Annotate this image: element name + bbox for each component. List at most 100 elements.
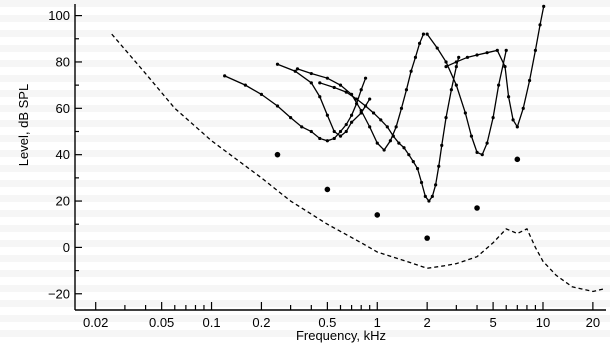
- data-point: [497, 83, 501, 87]
- x-tick-label: 0.1: [203, 315, 221, 330]
- x-tick-label: 10: [536, 315, 550, 330]
- data-point: [475, 53, 479, 57]
- data-point: [338, 129, 343, 134]
- series-group: [111, 4, 604, 293]
- data-point: [344, 129, 348, 134]
- tuning-curve: [224, 75, 367, 142]
- data-point: [293, 69, 297, 73]
- axes: [74, 4, 606, 311]
- data-point: [338, 134, 343, 138]
- data-point: [397, 141, 401, 145]
- data-point: [444, 60, 448, 64]
- data-point: [503, 64, 507, 69]
- tuning-curve: [319, 57, 460, 203]
- series-2: [223, 74, 368, 143]
- data-point: [385, 125, 389, 129]
- data-point: [434, 183, 438, 187]
- data-point: [363, 104, 368, 108]
- data-point: [363, 76, 368, 80]
- data-point: [300, 125, 304, 129]
- data-point: [371, 111, 376, 115]
- y-tick-label: 100: [48, 8, 70, 23]
- data-point: [495, 48, 499, 52]
- data-point: [379, 118, 383, 122]
- data-point: [444, 115, 448, 120]
- data-point: [368, 125, 372, 129]
- data-point: [332, 129, 336, 134]
- data-point: [515, 125, 519, 129]
- x-tick-label: 1: [374, 315, 381, 330]
- data-point: [404, 88, 409, 92]
- y-tick-label: 60: [56, 101, 70, 116]
- data-point: [309, 71, 313, 76]
- data-point: [411, 160, 415, 164]
- data-point: [325, 76, 329, 80]
- characteristic-point: [474, 205, 480, 211]
- data-point: [289, 115, 293, 120]
- data-point: [275, 62, 280, 66]
- data-point: [542, 4, 546, 8]
- data-point: [344, 122, 348, 127]
- threshold-curve: [111, 33, 604, 293]
- series-1: [111, 33, 604, 293]
- data-point: [423, 194, 427, 199]
- data-point: [485, 141, 489, 145]
- series-6: [425, 32, 508, 157]
- series-4: [295, 32, 426, 152]
- data-point: [344, 90, 348, 94]
- data-point: [388, 139, 392, 143]
- data-point: [318, 136, 322, 141]
- tuning-curve: [426, 33, 507, 156]
- y-axis-label: Level, dB SPL: [16, 84, 31, 166]
- tick-labels: −20 0 20 40 60 80 100 0.02 0.05 0.1 0.2 0.5 1 2 5 10 20: [48, 8, 600, 330]
- data-point: [243, 83, 247, 87]
- data-point: [391, 134, 395, 138]
- data-point: [413, 55, 418, 59]
- data-point: [491, 115, 495, 120]
- data-point: [402, 146, 406, 150]
- series-3: [275, 62, 372, 138]
- y-tick-label: 40: [56, 147, 70, 162]
- x-tick-label: 20: [586, 315, 600, 330]
- data-point: [359, 109, 363, 113]
- data-point: [325, 113, 329, 117]
- y-tick-label: 80: [56, 54, 70, 69]
- characteristic-point: [424, 235, 430, 241]
- data-point: [430, 194, 434, 199]
- data-point: [318, 81, 322, 85]
- data-point: [223, 74, 227, 78]
- data-point: [435, 46, 439, 50]
- data-point: [399, 106, 404, 110]
- y-tick-label: 20: [56, 194, 70, 209]
- data-point: [375, 141, 379, 145]
- data-point: [332, 136, 336, 141]
- data-point: [394, 125, 398, 129]
- data-point: [421, 32, 426, 36]
- data-point: [349, 113, 354, 117]
- data-point: [511, 118, 515, 122]
- data-point: [465, 55, 470, 59]
- data-point: [521, 106, 525, 110]
- data-point: [325, 139, 329, 143]
- data-point: [449, 88, 453, 92]
- data-point: [419, 180, 424, 185]
- data-point: [417, 41, 422, 46]
- data-point: [332, 85, 336, 90]
- data-point: [382, 148, 386, 152]
- characteristic-point: [514, 156, 521, 163]
- characteristic-point: [374, 212, 381, 218]
- data-point: [349, 120, 354, 124]
- data-point: [415, 166, 420, 171]
- data-point: [427, 199, 431, 203]
- data-point: [533, 48, 538, 52]
- data-point: [359, 88, 363, 92]
- data-point: [368, 97, 372, 101]
- data-point: [457, 55, 461, 59]
- x-tick-label: 5: [489, 315, 496, 330]
- data-point: [425, 32, 429, 36]
- data-point: [295, 67, 300, 71]
- y-tick-label: 0: [63, 240, 70, 255]
- data-point: [409, 69, 413, 73]
- data-point: [485, 51, 489, 55]
- data-point: [354, 97, 359, 101]
